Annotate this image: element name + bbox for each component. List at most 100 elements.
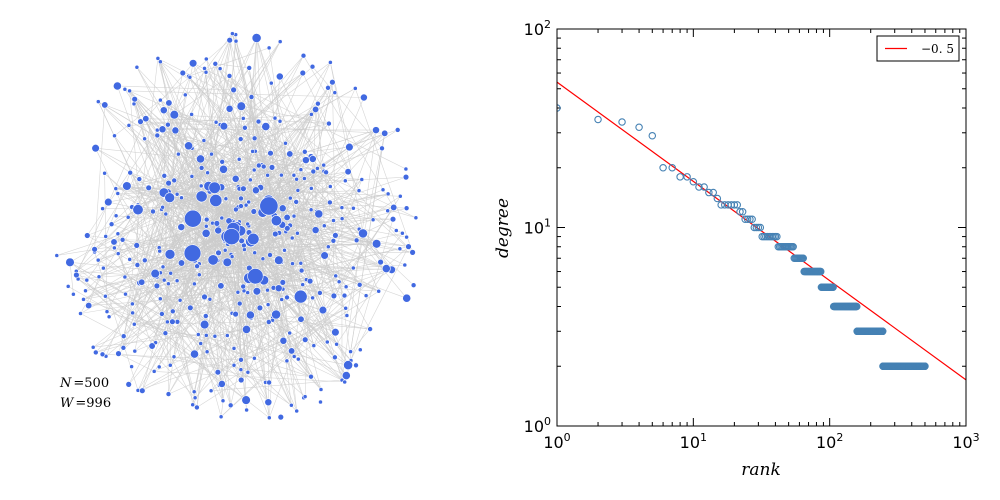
network-node <box>266 379 272 386</box>
network-node <box>78 311 83 316</box>
network-node <box>405 243 412 250</box>
network-node <box>198 341 204 346</box>
network-node <box>413 215 419 221</box>
network-node <box>171 354 177 360</box>
data-point <box>659 163 667 172</box>
network-node <box>324 339 330 345</box>
network-edge <box>315 109 360 191</box>
network-edge <box>201 72 304 169</box>
network-node <box>158 59 163 65</box>
network-node <box>240 283 247 290</box>
y-tick-label: 100 <box>524 415 551 436</box>
network-node <box>115 251 121 256</box>
network-edge <box>345 180 413 253</box>
network-edge <box>126 185 154 212</box>
network-edge <box>134 324 349 366</box>
stat-n-equals: = <box>73 376 84 391</box>
network-edge <box>95 148 178 322</box>
network-edge <box>162 126 266 130</box>
network-edge <box>69 262 270 419</box>
data-point <box>829 283 837 292</box>
data-point <box>689 178 698 186</box>
network-node <box>330 292 338 300</box>
network-edge <box>83 213 319 300</box>
network-node <box>153 282 161 290</box>
network-edge <box>243 286 274 289</box>
network-node <box>385 191 391 197</box>
network-edge <box>165 332 199 335</box>
network-node <box>214 226 223 235</box>
network-edge <box>134 99 222 417</box>
network-node <box>343 284 349 290</box>
network-node <box>134 262 141 268</box>
network-edge <box>240 37 257 207</box>
network-node <box>325 244 331 250</box>
network-node <box>125 214 131 220</box>
network-node <box>148 342 156 350</box>
network-node <box>199 319 210 330</box>
network-edge <box>117 253 171 366</box>
network-node <box>204 349 210 355</box>
network-node <box>125 381 132 388</box>
network-node <box>284 294 290 301</box>
network-edge <box>117 193 226 250</box>
network-node <box>226 36 233 44</box>
network-node <box>179 69 187 77</box>
network-edge <box>220 246 409 417</box>
x-tick-label: 100 <box>543 431 570 452</box>
network-edge <box>117 40 230 254</box>
network-node <box>230 86 237 94</box>
network-node <box>112 133 117 139</box>
network-node <box>272 115 278 121</box>
network-edge <box>118 353 155 372</box>
network-node <box>165 121 171 128</box>
network-node <box>238 356 244 363</box>
network-node <box>103 234 109 239</box>
network-edge <box>174 114 312 157</box>
network-edge <box>104 173 108 312</box>
network-edge <box>130 172 288 229</box>
network-node <box>184 209 202 228</box>
network-edge <box>88 233 403 306</box>
network-edge <box>87 129 158 236</box>
network-edge <box>231 256 247 411</box>
data-point <box>648 131 657 140</box>
network-node <box>267 150 274 157</box>
data-point <box>700 183 708 191</box>
network-node <box>139 387 146 394</box>
network-node <box>159 106 168 115</box>
network-node <box>377 258 384 266</box>
network-edge <box>300 178 305 264</box>
network-node <box>203 56 209 62</box>
network-edge <box>94 125 225 250</box>
network-node <box>137 118 144 125</box>
network-edge <box>188 67 250 146</box>
network-edge <box>154 122 217 274</box>
network-node <box>54 253 60 258</box>
network-node <box>308 186 314 191</box>
network-edge <box>271 83 283 225</box>
data-point <box>746 215 754 224</box>
network-edge <box>181 197 193 254</box>
network-node <box>213 220 221 227</box>
network-node <box>177 223 186 231</box>
network-node <box>272 230 279 238</box>
network-edge <box>128 114 312 126</box>
network-edge <box>358 190 417 218</box>
network-node <box>115 231 121 237</box>
network-node <box>295 188 301 193</box>
network-edge <box>263 208 354 281</box>
network-node <box>261 122 271 131</box>
network-edge <box>117 85 234 91</box>
network-node <box>298 260 304 266</box>
network-node <box>209 151 214 157</box>
network-edge <box>136 67 270 207</box>
network-edge <box>350 148 383 352</box>
network-edge <box>105 197 170 357</box>
network-edge <box>336 268 387 345</box>
legend: −0. 5 <box>876 35 960 62</box>
data-point <box>695 183 703 191</box>
network-edge <box>208 185 330 203</box>
network-node <box>91 246 98 253</box>
